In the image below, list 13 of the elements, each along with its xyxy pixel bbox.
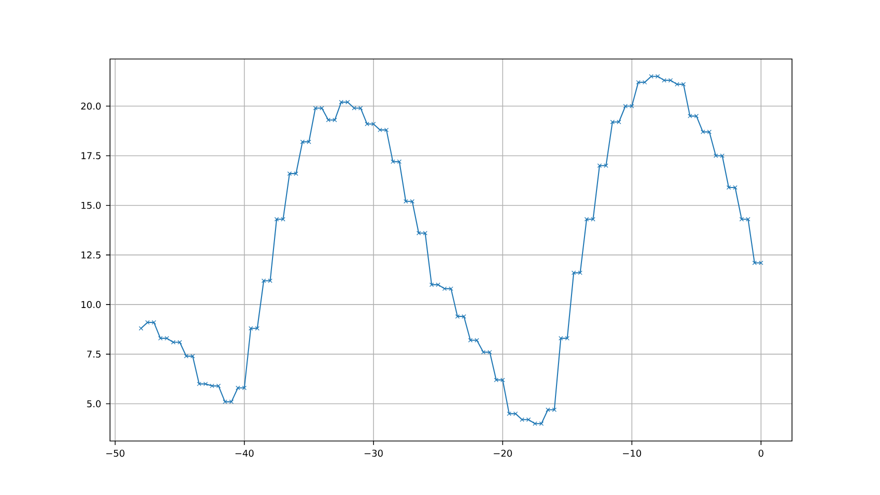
x-tick-label: −10 [622,450,642,457]
y-tick-label: 10.0 [82,301,101,308]
y-tick-label: 20.0 [81,102,101,110]
x-tick-label: −40 [235,450,254,457]
y-tick-label: 7.5 [87,350,100,358]
x-tick-label: −20 [494,450,512,457]
y-tick-label: 12.5 [82,251,100,258]
y-tick-label: 17.5 [82,152,100,160]
x-tick-label: 0 [758,450,764,457]
x-tick-label: −30 [364,450,383,457]
y-tick-label: 15.0 [82,202,101,209]
x-tick-label: −50 [106,450,124,457]
y-tick-label: 5.0 [87,400,101,408]
